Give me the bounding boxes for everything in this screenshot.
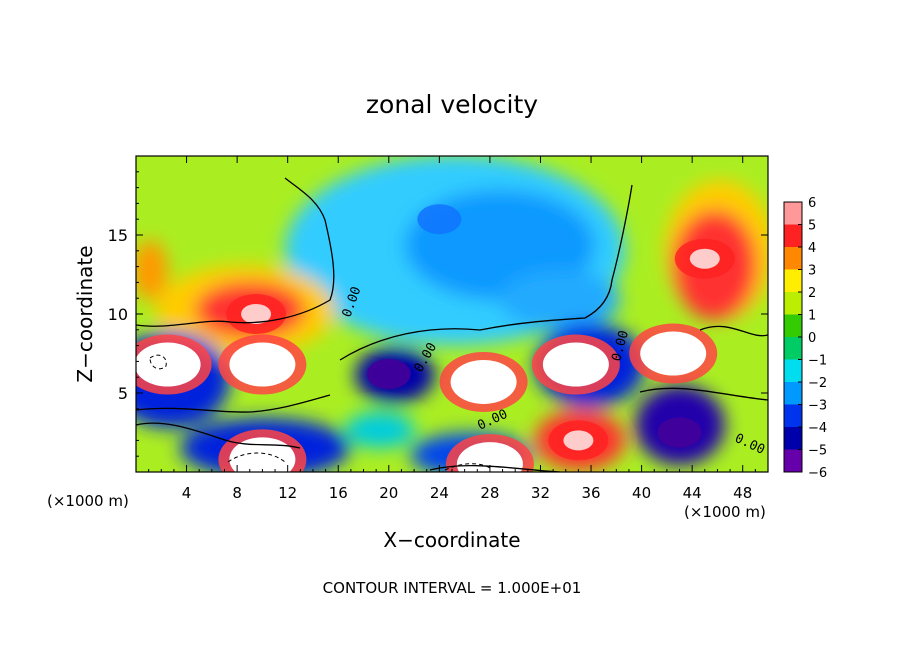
jet-core: [450, 359, 517, 404]
x-tick-label: 40: [632, 484, 651, 502]
x-tick-label: 44: [683, 484, 702, 502]
jet-core: [136, 342, 201, 387]
colorbar-tick-label: 5: [808, 219, 816, 234]
y-axis-label: Z−coordinate: [73, 245, 97, 382]
x-tick-label: 16: [329, 484, 348, 502]
colorbar-tick-label: 1: [808, 309, 816, 324]
jet-core: [229, 342, 296, 387]
colorbar-tick-label: 4: [808, 241, 816, 256]
colorbar-tick-label: −3: [808, 399, 827, 414]
x-unit-label-right: (×1000 m): [684, 503, 766, 521]
x-tick-label: 12: [278, 484, 297, 502]
colorbar-tick-label: 0: [808, 331, 816, 346]
local-minimum: [417, 204, 462, 235]
colorbar-swatch: [784, 269, 802, 293]
local-maximum-core: [689, 248, 720, 269]
colorbar-tick-label: 6: [808, 196, 816, 211]
y-tick-label: 15: [108, 226, 128, 245]
colorbar-swatch: [784, 224, 802, 248]
colorbar-swatch: [784, 359, 802, 383]
y-tick-label: 5: [118, 384, 128, 403]
local-maximum-core: [563, 430, 594, 451]
zero-contours: [136, 177, 768, 472]
colorbar-swatch: [784, 427, 802, 450]
colorbar-tick-label: −2: [808, 376, 827, 391]
colorbar-tick-label: −6: [808, 466, 827, 481]
local-maximum-core: [241, 304, 272, 324]
colorbar-swatch: [784, 314, 802, 338]
colorbar-swatch: [784, 292, 802, 315]
colorbar-swatch: [784, 202, 802, 225]
x-tick-label: 8: [232, 484, 242, 502]
x-tick-label: 32: [531, 484, 550, 502]
x-axis-label: X−coordinate: [383, 528, 520, 552]
x-tick-label: 20: [379, 484, 398, 502]
colorbar-tick-label: 2: [808, 286, 816, 301]
jet-core: [456, 442, 523, 472]
colorbar-swatch: [784, 337, 802, 360]
x-tick-label: 48: [733, 484, 752, 502]
x-tick-label: 28: [480, 484, 499, 502]
chart-title: zonal velocity: [366, 90, 538, 119]
colorbar-swatch: [784, 404, 802, 428]
y-tick-label: 10: [108, 305, 128, 324]
local-minimum: [657, 417, 702, 448]
x-tick-label: 24: [430, 484, 449, 502]
y-axis: 5 10 15: [108, 171, 768, 457]
jet-core: [542, 342, 609, 387]
colorbar-swatch: [784, 247, 802, 270]
colorbar-tick-label: −1: [808, 354, 827, 369]
colorbar-swatch: [784, 449, 802, 473]
negative-contours: [149, 354, 491, 471]
x-unit-label-left: (×1000 m): [47, 492, 129, 510]
x-tick-label: 36: [581, 484, 600, 502]
colorbar-tick-label: 3: [808, 264, 816, 279]
local-minimum: [366, 359, 411, 390]
colorbar: 6 5 4 3 2 1 0 −1 −2 −3 −4 −5 −6: [783, 196, 827, 481]
jet-core: [640, 331, 707, 376]
colorbar-swatch: [784, 382, 802, 405]
x-axis: 4 8 12 16 20 24 28 32 36 40 44 48: [148, 156, 756, 502]
contour-interval-footer: CONTOUR INTERVAL = 1.000E+01: [323, 579, 582, 597]
jet-core: [229, 437, 296, 472]
colorbar-tick-label: −4: [808, 421, 827, 436]
plot-area: 0.00 0.000.000.000.00: [136, 156, 768, 472]
x-tick-label: 4: [182, 484, 192, 502]
colorbar-tick-label: −5: [808, 444, 827, 459]
